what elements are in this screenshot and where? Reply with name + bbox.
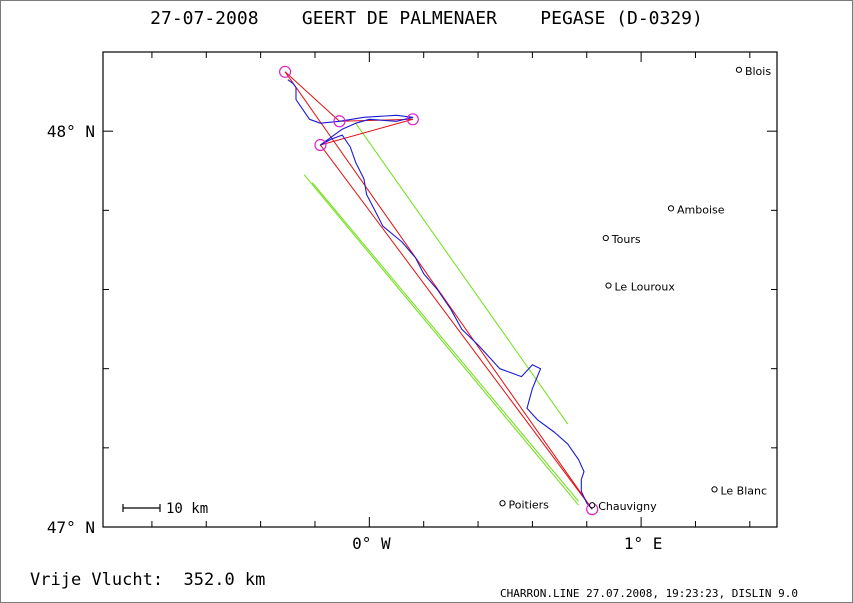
- track-line: [287, 79, 593, 510]
- town-marker: [602, 234, 609, 242]
- town-markers: Blois Amboise Tours Le Louroux Le Blanc Poiti…: [499, 65, 771, 513]
- turnpoint-marker: [406, 113, 419, 126]
- town-marker: [589, 502, 596, 509]
- credit-line: CHARRON.LINE 27.07.2008, 19:23:23, DISLI…: [500, 587, 799, 600]
- town-label: Amboise: [677, 203, 725, 216]
- optimized-leg: [284, 71, 340, 122]
- turnpoint-marker: [314, 138, 327, 152]
- distance-readout: Vrije Vlucht: 352.0 km: [30, 570, 266, 590]
- lon-axis-label: 0° W: [352, 534, 391, 553]
- town-marker: [667, 205, 675, 212]
- sector-line: [355, 122, 569, 425]
- town-marker: [499, 500, 506, 507]
- lat-axis-label: 48° N: [47, 122, 95, 141]
- lat-axis-label: 47° N: [47, 518, 95, 537]
- sector-line: [311, 182, 579, 502]
- sector-lines: [303, 122, 579, 506]
- scale-bar: 10 km: [122, 501, 208, 517]
- town-label: Le Blanc: [720, 484, 767, 497]
- town-label: Blois: [745, 65, 771, 78]
- axis-ticks: [103, 51, 777, 528]
- town-marker: [711, 486, 718, 493]
- map-border: [102, 51, 778, 528]
- lon-axis-label: 1° E: [624, 534, 663, 553]
- turnpoint-marker: [278, 65, 292, 78]
- scale-bar-label: 10 km: [166, 501, 208, 517]
- town-label: Le Louroux: [615, 281, 676, 294]
- axis-labels: 48° N 47° N 0° W 1° E: [47, 122, 663, 553]
- turnpoint-markers: [278, 65, 599, 516]
- sector-line: [303, 174, 579, 506]
- flight-title: 27-07-2008 GEERT DE PALMENAER PEGASE (D-…: [150, 8, 703, 29]
- optimized-leg: [320, 118, 413, 146]
- gps-track: [287, 79, 593, 510]
- turnpoint-marker: [333, 115, 346, 128]
- town-label: Poitiers: [509, 498, 550, 511]
- town-label: Tours: [611, 233, 641, 246]
- town-label: Chauvigny: [598, 500, 657, 513]
- town-marker: [735, 66, 743, 73]
- optimized-leg: [320, 144, 593, 510]
- town-marker: [605, 282, 612, 289]
